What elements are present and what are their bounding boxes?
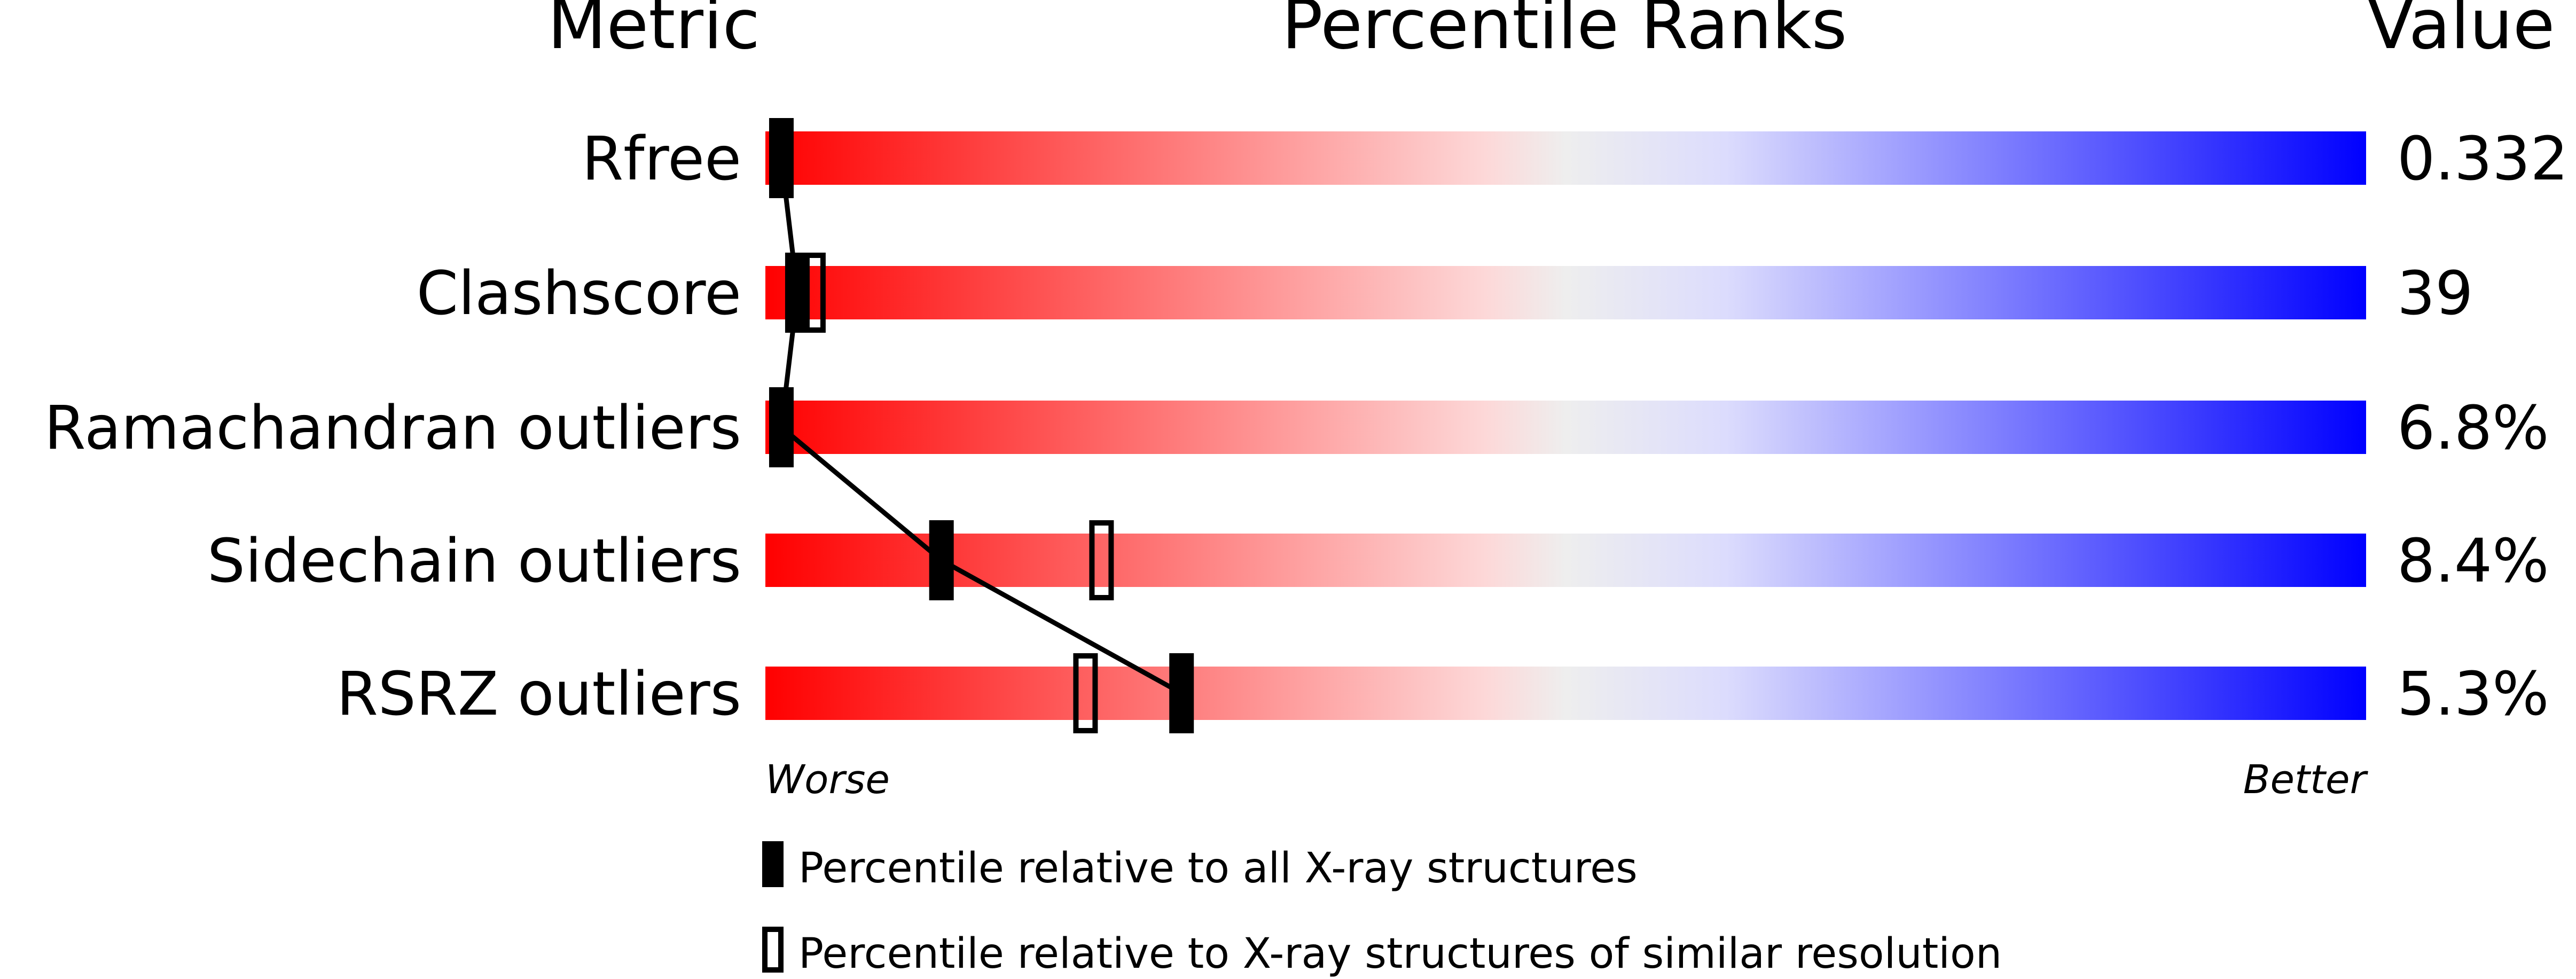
percentile-bar: [765, 401, 2366, 454]
similar-resolution-marker: [1089, 520, 1114, 600]
metric-value: 39: [2397, 259, 2473, 328]
better-label: Better: [2243, 757, 2369, 803]
value-header: Value: [2367, 0, 2555, 65]
metric-value: 5.3%: [2397, 660, 2549, 729]
metric-label: Ramachandran outliers: [44, 394, 741, 463]
metric-label: Clashscore: [417, 259, 741, 328]
all-structures-marker: [929, 520, 954, 600]
percentile-bar: [765, 667, 2366, 720]
metric-header: Metric: [547, 0, 760, 65]
similar-resolution-marker: [1073, 653, 1098, 733]
legend-filled-marker: [762, 841, 784, 887]
metric-value: 8.4%: [2397, 527, 2549, 596]
metric-value: 6.8%: [2397, 394, 2549, 463]
all-structures-marker: [769, 387, 794, 467]
metric-label: RSRZ outliers: [336, 660, 741, 729]
percentile-bar: [765, 131, 2366, 185]
legend-label-similar: Percentile relative to X-ray structures …: [798, 930, 2002, 978]
worse-label: Worse: [765, 757, 890, 803]
metric-label: Sidechain outliers: [207, 527, 741, 596]
all-structures-marker: [1169, 653, 1194, 733]
all-structures-marker: [785, 253, 810, 333]
legend-open-marker: [762, 927, 784, 973]
percentile-bar: [765, 534, 2366, 587]
legend-label-all: Percentile relative to all X-ray structu…: [798, 844, 1638, 892]
percentile-bar: [765, 266, 2366, 319]
all-structures-marker: [769, 118, 794, 198]
metric-label: Rfree: [582, 124, 741, 194]
chart-title: Percentile Ranks: [1282, 0, 1847, 65]
metric-value: 0.332: [2397, 124, 2569, 194]
